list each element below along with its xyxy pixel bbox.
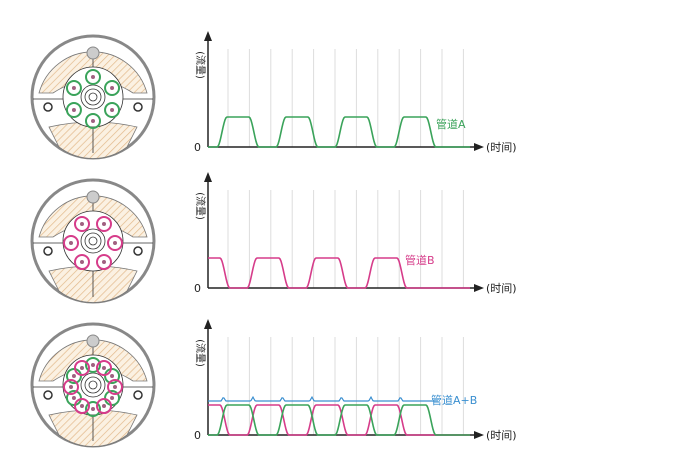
port-center bbox=[80, 365, 84, 370]
side-hole-right bbox=[133, 102, 143, 112]
port-center bbox=[69, 241, 73, 245]
side-hole-right bbox=[133, 246, 143, 256]
port-ring bbox=[85, 113, 101, 129]
port-center bbox=[71, 108, 76, 112]
side-hole-right bbox=[133, 390, 143, 400]
flow-chart-2: 0 (时间) (流量) 管道B bbox=[194, 172, 517, 295]
x-axis-label: (时间) bbox=[486, 429, 517, 442]
port-center bbox=[71, 374, 76, 378]
origin-label: 0 bbox=[194, 282, 201, 295]
port-center bbox=[69, 385, 73, 389]
y-axis-arrow-icon bbox=[204, 172, 212, 182]
y-axis-arrow-icon bbox=[204, 31, 212, 41]
top-hole bbox=[86, 334, 100, 348]
hub-ring bbox=[88, 236, 98, 246]
side-hole-left bbox=[43, 390, 53, 400]
port-center bbox=[113, 241, 117, 245]
series-label: 管道A bbox=[436, 117, 466, 131]
valve-disc-a bbox=[30, 34, 156, 160]
origin-label: 0 bbox=[194, 429, 201, 442]
y-axis-label: (流量) bbox=[194, 192, 207, 220]
port-center bbox=[91, 75, 95, 79]
port-center bbox=[80, 221, 84, 226]
y-axis-label: (流量) bbox=[194, 339, 207, 367]
port-center bbox=[110, 86, 115, 90]
port-center bbox=[102, 260, 106, 265]
port-center bbox=[91, 363, 95, 367]
port-center bbox=[110, 396, 115, 400]
pipe-b-curve bbox=[208, 404, 470, 436]
series-label: 管道A+B bbox=[431, 393, 477, 407]
port-ring bbox=[96, 359, 112, 376]
port-center bbox=[102, 404, 106, 409]
x-axis-arrow-icon bbox=[474, 284, 484, 292]
port-ring bbox=[65, 80, 82, 96]
hub-ring bbox=[84, 232, 102, 250]
hub-ring bbox=[88, 380, 98, 390]
pipe-b-curve bbox=[208, 257, 470, 289]
port-ring bbox=[104, 80, 121, 96]
port-ring bbox=[74, 359, 90, 376]
port-ring bbox=[96, 398, 112, 415]
side-hole-left bbox=[43, 246, 53, 256]
port-center bbox=[110, 108, 115, 112]
y-axis-label: (流量) bbox=[194, 51, 207, 79]
flow-chart-1: 0 (时间) (流量) 管道A bbox=[194, 31, 517, 154]
port-ring bbox=[74, 398, 90, 415]
port-center bbox=[102, 221, 106, 226]
x-axis-label: (时间) bbox=[486, 282, 517, 295]
x-axis-arrow-icon bbox=[474, 431, 484, 439]
y-axis-arrow-icon bbox=[204, 319, 212, 329]
top-hole bbox=[86, 46, 100, 60]
port-ring bbox=[96, 215, 112, 232]
port-center bbox=[110, 374, 115, 378]
x-axis-arrow-icon bbox=[474, 143, 484, 151]
port-ring bbox=[104, 390, 121, 406]
pipe-a-curve bbox=[208, 404, 470, 436]
port-center bbox=[91, 407, 95, 411]
valve-disc-b bbox=[30, 178, 156, 304]
hub-ring bbox=[80, 228, 106, 254]
hub-ring bbox=[84, 88, 102, 106]
port-center bbox=[102, 365, 106, 370]
port-ring bbox=[74, 215, 90, 232]
port-ring bbox=[63, 379, 79, 395]
port-ring bbox=[85, 357, 101, 373]
port-center bbox=[113, 385, 117, 389]
top-hole bbox=[86, 190, 100, 204]
port-ring bbox=[65, 390, 82, 406]
port-ring bbox=[104, 102, 121, 118]
x-axis-label: (时间) bbox=[486, 141, 517, 154]
port-center bbox=[71, 86, 76, 90]
side-hole-left bbox=[43, 102, 53, 112]
pipe-a-curve bbox=[208, 116, 470, 148]
port-circle bbox=[62, 210, 124, 272]
port-ring bbox=[107, 235, 123, 251]
origin-label: 0 bbox=[194, 141, 201, 154]
hub-ring bbox=[88, 92, 98, 102]
port-ring bbox=[96, 254, 112, 271]
port-center bbox=[71, 396, 76, 400]
port-ring bbox=[63, 235, 79, 251]
pipe-ab-curve bbox=[208, 395, 438, 402]
port-ring bbox=[74, 254, 90, 271]
hub-ring bbox=[84, 376, 102, 394]
series-label: 管道B bbox=[405, 253, 435, 267]
valve-disc-ab bbox=[30, 322, 156, 448]
port-ring bbox=[104, 368, 121, 384]
port-ring bbox=[107, 379, 123, 395]
port-ring bbox=[85, 69, 101, 85]
port-center bbox=[80, 404, 84, 409]
port-center bbox=[91, 119, 95, 123]
port-ring bbox=[85, 401, 101, 417]
port-center bbox=[80, 260, 84, 265]
port-ring bbox=[65, 102, 82, 118]
port-ring bbox=[65, 368, 82, 384]
flow-chart-3: 0 (时间) (流量) 管道A+B bbox=[194, 319, 517, 442]
